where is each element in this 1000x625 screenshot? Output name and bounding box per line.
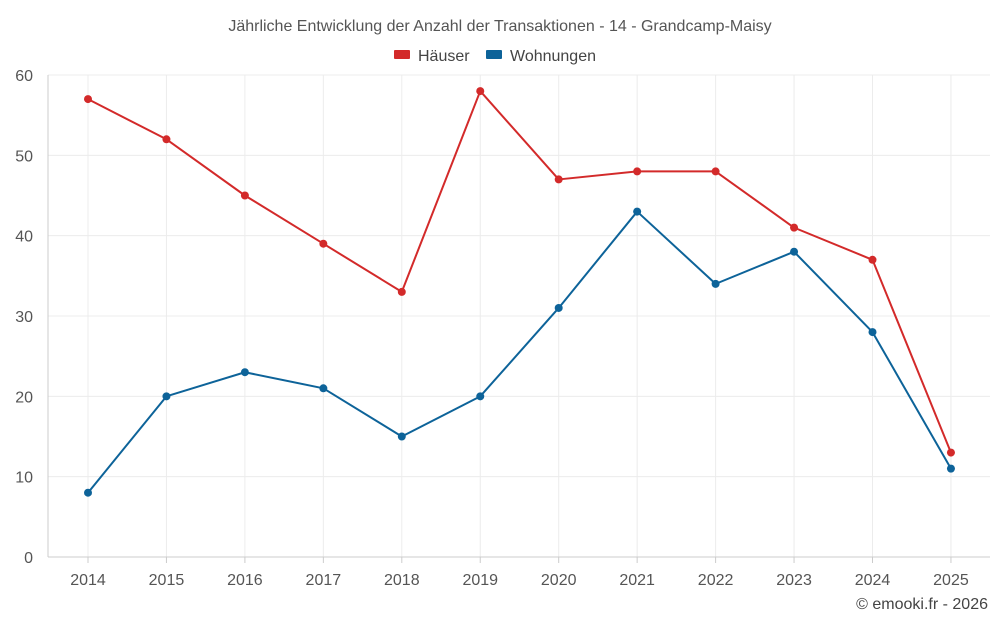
x-tick-label: 2023	[776, 572, 812, 589]
legend-item-haeuser[interactable]: Häuser	[394, 48, 470, 65]
y-tick-label: 60	[15, 68, 33, 85]
x-tick-label: 2018	[384, 572, 420, 589]
x-tick-label: 2024	[855, 572, 891, 589]
data-point-wohnungen[interactable]	[633, 207, 642, 216]
grid	[47, 74, 990, 563]
data-point-haeuser[interactable]	[319, 239, 328, 248]
x-tick-label: 2020	[541, 572, 577, 589]
x-tick-label: 2019	[462, 572, 498, 589]
x-tick-label: 2021	[619, 572, 655, 589]
x-tick-label: 2022	[698, 572, 734, 589]
data-point-haeuser[interactable]	[554, 175, 563, 184]
y-axis-ticks: 0 10 20 30 40 50 60	[15, 68, 33, 567]
series-line-wohnungen	[87, 210, 952, 494]
y-tick-label: 40	[15, 229, 33, 246]
legend-label-haeuser: Häuser	[418, 48, 470, 65]
series-line-haeuser	[87, 90, 952, 453]
data-point-wohnungen[interactable]	[868, 328, 877, 337]
y-tick-label: 10	[15, 470, 33, 487]
x-tick-label: 2016	[227, 572, 263, 589]
data-point-haeuser[interactable]	[84, 95, 92, 104]
legend-swatch-haeuser	[394, 50, 410, 59]
legend: Häuser Wohnungen	[394, 48, 596, 65]
credit-text: © emooki.fr - 2026	[856, 596, 988, 613]
data-point-haeuser[interactable]	[711, 167, 720, 176]
data-point-haeuser[interactable]	[476, 87, 485, 96]
y-tick-label: 50	[15, 148, 33, 165]
legend-label-wohnungen: Wohnungen	[510, 48, 596, 65]
x-tick-label: 2017	[306, 572, 342, 589]
data-point-wohnungen[interactable]	[946, 464, 955, 473]
data-point-haeuser[interactable]	[240, 191, 249, 200]
data-point-haeuser[interactable]	[162, 135, 171, 144]
x-tick-label: 2025	[933, 572, 969, 589]
legend-swatch-wohnungen	[486, 50, 502, 59]
data-point-wohnungen[interactable]	[711, 279, 720, 288]
data-point-haeuser[interactable]	[868, 255, 877, 264]
data-point-wohnungen[interactable]	[790, 247, 799, 256]
data-point-haeuser[interactable]	[633, 167, 642, 176]
data-point-wohnungen[interactable]	[554, 303, 563, 312]
x-tick-label: 2015	[149, 572, 185, 589]
y-tick-label: 30	[15, 309, 33, 326]
data-point-wohnungen[interactable]	[162, 392, 171, 401]
data-point-haeuser[interactable]	[397, 287, 406, 296]
x-tick-label: 2014	[70, 572, 106, 589]
x-axis-ticks: 2014 2015 2016 2017 2018 2019 2020 2021 …	[70, 572, 969, 589]
data-point-wohnungen[interactable]	[319, 384, 328, 393]
series	[84, 87, 955, 497]
data-point-wohnungen[interactable]	[240, 368, 249, 377]
y-tick-label: 20	[15, 389, 33, 406]
data-point-wohnungen[interactable]	[397, 432, 406, 441]
chart-title: Jährliche Entwicklung der Anzahl der Tra…	[228, 18, 771, 35]
data-point-haeuser[interactable]	[946, 448, 955, 457]
data-point-wohnungen[interactable]	[84, 488, 92, 497]
y-tick-label: 0	[24, 550, 33, 567]
data-point-wohnungen[interactable]	[476, 392, 485, 401]
data-point-haeuser[interactable]	[790, 223, 799, 232]
legend-item-wohnungen[interactable]: Wohnungen	[486, 48, 596, 65]
